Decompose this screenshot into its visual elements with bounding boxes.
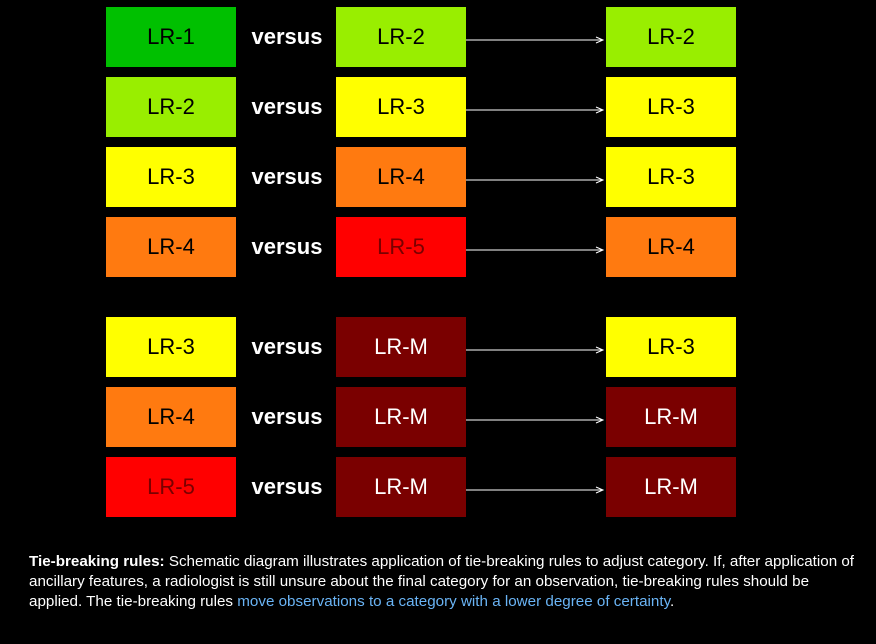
arrow-icon [466,317,606,377]
left-category-box: LR-4 [106,217,236,277]
left-category-box: LR-5 [106,457,236,517]
left-category-box: LR-2 [106,77,236,137]
arrow-icon [466,457,606,517]
result-category-box: LR-4 [606,217,736,277]
caption-lead: Tie-breaking rules: [29,553,165,570]
versus-label: versus [251,404,323,429]
arrow-icon [466,217,606,277]
versus-label: versus [251,24,323,49]
left-category-box: LR-3 [106,317,236,377]
versus-label: versus [251,164,323,189]
versus-label: versus [251,94,323,119]
left-category-box: LR-4 [106,387,236,447]
result-category-box: LR-3 [606,147,736,207]
arrow-icon [466,147,606,207]
right-category-box: LR-M [336,317,466,377]
versus-label: versus [251,234,323,259]
caption-body: Schematic diagram illustrates applicatio… [29,553,855,610]
right-category-box: LR-M [336,387,466,447]
right-category-box: LR-4 [336,147,466,207]
right-category-box: LR-2 [336,7,466,67]
result-category-box: LR-M [606,457,736,517]
left-category-box: LR-3 [106,147,236,207]
result-category-box: LR-3 [606,317,736,377]
caption-end: . [670,593,675,610]
arrow-icon [466,387,606,447]
result-category-box: LR-3 [606,77,736,137]
versus-label: versus [251,474,323,499]
arrow-icon [466,77,606,137]
caption-highlight: move observations to a category with a l… [237,593,671,610]
right-category-box: LR-3 [336,77,466,137]
figure-caption: Tie-breaking rules: Schematic diagram il… [29,552,859,612]
arrow-icon [466,7,606,67]
result-category-box: LR-M [606,387,736,447]
versus-label: versus [251,334,323,359]
right-category-box: LR-M [336,457,466,517]
left-category-box: LR-1 [106,7,236,67]
right-category-box: LR-5 [336,217,466,277]
result-category-box: LR-2 [606,7,736,67]
